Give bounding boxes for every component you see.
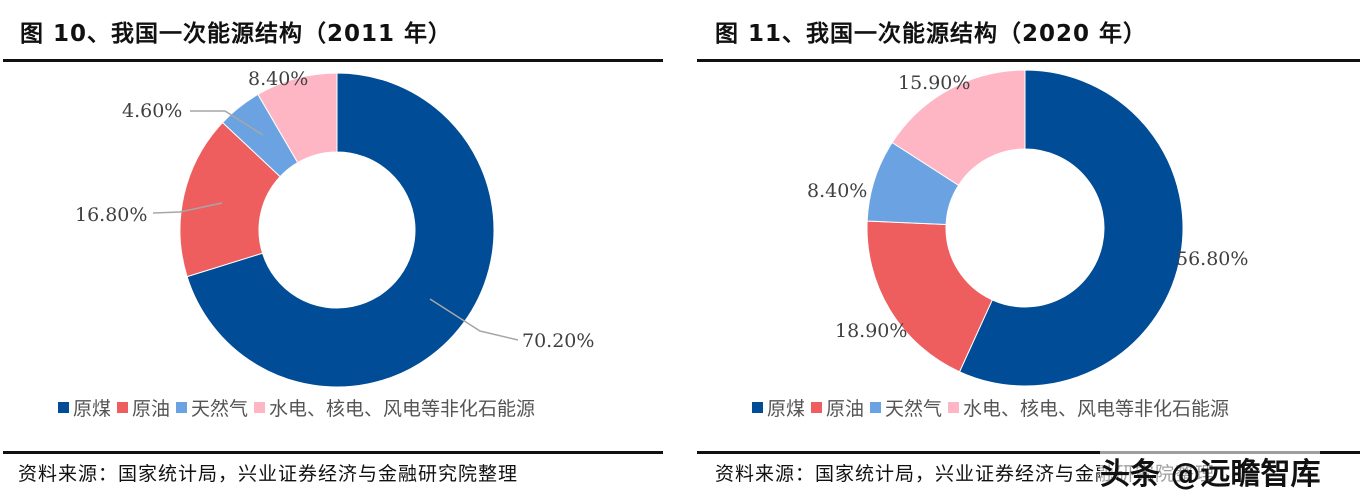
label-renewables-2020: 15.90% bbox=[898, 72, 970, 94]
legend-swatch-oil-icon bbox=[811, 402, 823, 413]
figure-11-legend: 原煤 原油 天然气 水电、核电、风电等非化石能源 bbox=[752, 394, 1235, 421]
donut-slice-coal bbox=[186, 72, 495, 388]
legend-item-coal: 原煤 bbox=[752, 394, 805, 421]
watermark: 头条 @远瞻智库 bbox=[1100, 449, 1321, 493]
figure-11-source: 资料来源：国家统计局，兴业证券经济与金融研究院整理 bbox=[715, 463, 1216, 485]
label-gas-2011: 4.60% bbox=[122, 100, 182, 122]
donut-slice-oil bbox=[866, 220, 993, 373]
label-coal-2011: 70.20% bbox=[522, 330, 594, 352]
label-gas-2020: 8.40% bbox=[807, 180, 867, 202]
figure-10-source: 资料来源：国家统计局，兴业证券经济与金融研究院整理 bbox=[18, 463, 519, 485]
label-oil-2020: 18.90% bbox=[835, 320, 907, 342]
leader-line-oil-2011 bbox=[152, 202, 223, 214]
figure-10-title: 图 10、我国一次能源结构（2011 年） bbox=[20, 21, 453, 47]
legend-item-oil: 原油 bbox=[117, 394, 170, 421]
leader-line-coal-2011 bbox=[429, 298, 519, 341]
legend-swatch-coal-icon bbox=[752, 402, 763, 413]
legend-swatch-oil-icon bbox=[117, 402, 129, 413]
legend-item-renewables: 水电、核电、风电等非化石能源 bbox=[948, 394, 1229, 421]
label-renewables-2011: 8.40% bbox=[248, 68, 308, 90]
figure-10-top-rule bbox=[3, 59, 663, 62]
figure-10-panel: 图 10、我国一次能源结构（2011 年） 70.20% 16.80% 4.60… bbox=[3, 21, 663, 485]
legend-label-renewables: 水电、核电、风电等非化石能源 bbox=[963, 398, 1230, 420]
figure-11-top-rule bbox=[697, 59, 1360, 62]
figure-11-donut-chart: 56.80% 18.90% 8.40% 15.90% bbox=[807, 69, 1248, 387]
donut-slice-renewables bbox=[257, 72, 338, 164]
figure-10-bottom-rule bbox=[3, 451, 663, 454]
donut-2011 bbox=[179, 72, 495, 388]
figure-11-panel: 图 11、我国一次能源结构（2020 年） 56.80% 18.90% 8.40… bbox=[680, 0, 1360, 499]
legend-label-coal: 原煤 bbox=[73, 398, 112, 420]
legend-item-gas: 天然气 bbox=[176, 394, 248, 421]
legend-swatch-gas-icon bbox=[176, 402, 188, 413]
figure-11-title: 图 11、我国一次能源结构（2020 年） bbox=[715, 21, 1148, 47]
label-coal-2020: 56.80% bbox=[1176, 248, 1248, 270]
figure-10-legend: 原煤 原油 天然气 水电、核电、风电等非化石能源 bbox=[58, 394, 541, 421]
leader-line-gas-2011 bbox=[190, 110, 264, 136]
legend-item-oil: 原油 bbox=[811, 394, 864, 421]
legend-item-gas: 天然气 bbox=[870, 394, 942, 421]
legend-item-renewables: 水电、核电、风电等非化石能源 bbox=[254, 394, 535, 421]
legend-label-oil: 原油 bbox=[826, 398, 865, 420]
legend-swatch-renewables-icon bbox=[948, 402, 960, 413]
legend-label-oil: 原油 bbox=[132, 398, 171, 420]
legend-swatch-gas-icon bbox=[870, 402, 882, 413]
donut-slice-renewables bbox=[891, 69, 1026, 186]
legend-swatch-renewables-icon bbox=[254, 402, 266, 413]
donut-2020 bbox=[866, 69, 1184, 387]
donut-slice-coal bbox=[958, 69, 1184, 387]
legend-swatch-coal-icon bbox=[58, 402, 69, 413]
figure-11-bottom-rule bbox=[697, 451, 1360, 454]
legend-label-coal: 原煤 bbox=[767, 398, 806, 420]
legend-label-renewables: 水电、核电、风电等非化石能源 bbox=[269, 398, 536, 420]
legend-item-coal: 原煤 bbox=[58, 394, 111, 421]
label-oil-2011: 16.80% bbox=[75, 204, 147, 226]
legend-label-gas: 天然气 bbox=[191, 398, 249, 420]
figure-10-donut-chart: 70.20% 16.80% 4.60% 8.40% bbox=[75, 68, 594, 388]
legend-label-gas: 天然气 bbox=[885, 398, 943, 420]
